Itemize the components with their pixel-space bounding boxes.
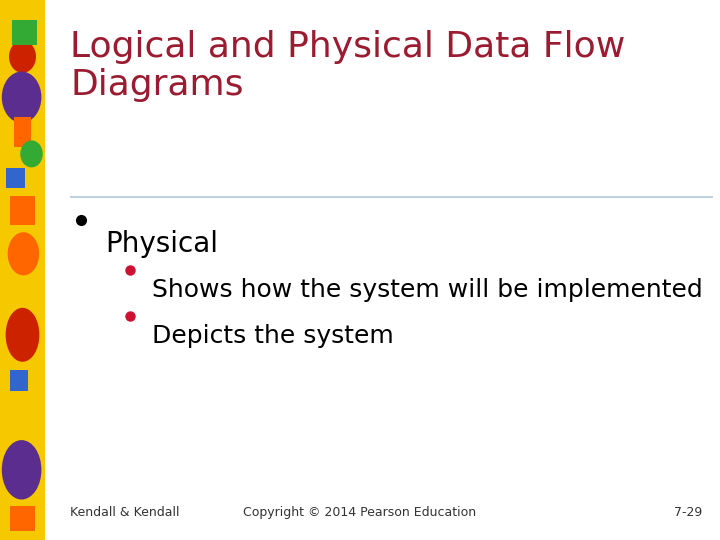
FancyBboxPatch shape xyxy=(6,168,25,188)
Text: Depicts the system: Depicts the system xyxy=(152,324,393,348)
Ellipse shape xyxy=(20,140,42,167)
FancyBboxPatch shape xyxy=(0,0,45,540)
Ellipse shape xyxy=(1,440,42,500)
FancyBboxPatch shape xyxy=(10,195,35,226)
Text: Shows how the system will be implemented: Shows how the system will be implemented xyxy=(152,278,702,302)
Text: Copyright © 2014 Pearson Education: Copyright © 2014 Pearson Education xyxy=(243,507,477,519)
Text: 7-29: 7-29 xyxy=(674,507,702,519)
FancyBboxPatch shape xyxy=(14,117,31,147)
FancyBboxPatch shape xyxy=(12,20,37,45)
Ellipse shape xyxy=(6,308,40,362)
Text: Logical and Physical Data Flow
Diagrams: Logical and Physical Data Flow Diagrams xyxy=(71,30,626,102)
Text: Kendall & Kendall: Kendall & Kendall xyxy=(71,507,180,519)
Ellipse shape xyxy=(1,72,42,123)
Text: Physical: Physical xyxy=(105,230,217,258)
Ellipse shape xyxy=(8,232,39,275)
FancyBboxPatch shape xyxy=(10,370,28,391)
Ellipse shape xyxy=(9,40,36,73)
FancyBboxPatch shape xyxy=(10,507,35,530)
